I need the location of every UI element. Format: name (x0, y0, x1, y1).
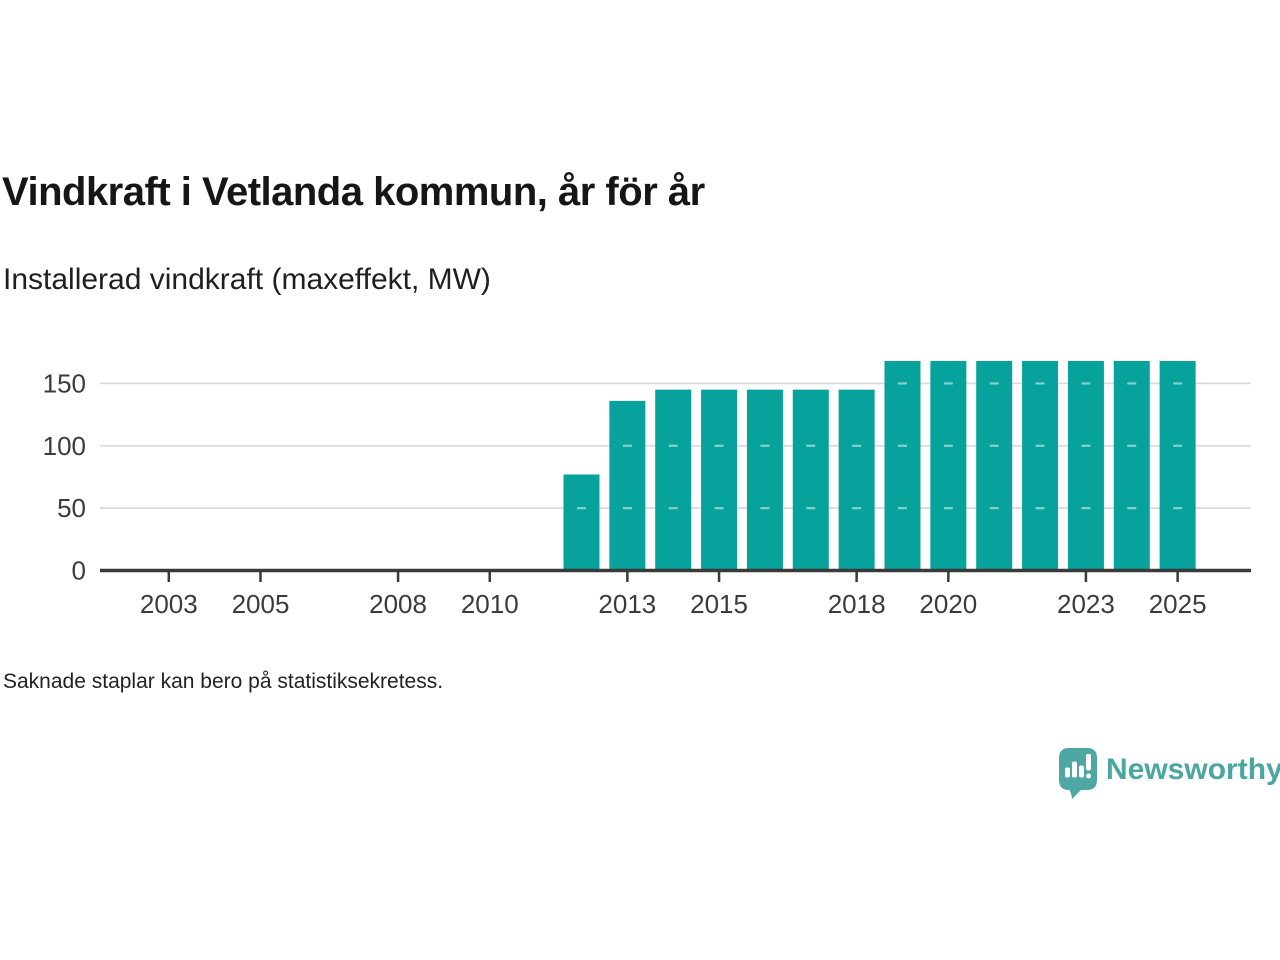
bar-grid-dash (1035, 382, 1045, 385)
bar-grid-dash (1127, 382, 1137, 385)
x-tick-label-2008: 2008 (369, 589, 427, 619)
bar-2020 (930, 360, 967, 571)
bar-grid-dash (897, 507, 907, 510)
bar-2025 (1159, 360, 1196, 571)
bar-2022 (1022, 360, 1059, 571)
bar-2019 (884, 360, 921, 571)
bar-grid-dash (1081, 507, 1091, 510)
bar-2017 (792, 389, 829, 571)
y-tick-label-100: 100 (43, 431, 86, 461)
bar-2024 (1113, 360, 1150, 571)
bar-grid-dash (943, 382, 953, 385)
bar-grid-dash (760, 444, 770, 447)
logo-bar-tall (1072, 761, 1077, 778)
bar-grid-dash (943, 444, 953, 447)
y-tick-label-150: 150 (43, 368, 86, 398)
y-tick-label-50: 50 (57, 493, 86, 523)
bar-grid-dash (714, 507, 724, 510)
logo-exclamation-dot (1086, 773, 1091, 779)
chart-subtitle: Installerad vindkraft (maxeffekt, MW) (3, 263, 491, 296)
bar-grid-dash (1081, 382, 1091, 385)
bar-2014 (655, 389, 692, 571)
bar-chart: 2003 2005 2008 2010 2013 2015 2018 2020 2023 2025… (43, 360, 1251, 619)
bar-grid-dash (1173, 444, 1183, 447)
logo-bar-medium (1079, 765, 1084, 778)
bar-grid-dash (989, 444, 999, 447)
newsworthy-logo-icon (1059, 748, 1097, 799)
x-tick-label-2003: 2003 (140, 589, 198, 619)
bar-2023 (1067, 360, 1104, 571)
brand-name: Newsworthy (1106, 753, 1280, 786)
bar-grid-dash (1035, 507, 1045, 510)
logo-exclamation-bar (1086, 754, 1091, 771)
bar-grid-dash (1173, 382, 1183, 385)
bar-grid-dash (622, 507, 632, 510)
bar-2021 (976, 360, 1013, 571)
newsworthy-brand: Newsworthy (1058, 747, 1280, 799)
bar-grid-dash (576, 507, 586, 510)
bar-grid-dash (852, 507, 862, 510)
bar-grid-dash (668, 507, 678, 510)
bar-grid-dash (1035, 444, 1045, 447)
x-tick-label-2005: 2005 (232, 589, 290, 619)
bar-grid-dash (852, 444, 862, 447)
bar-grid-dash (897, 444, 907, 447)
chart-title: Vindkraft i Vetlanda kommun, år för år (2, 170, 705, 214)
y-tick-label-0: 0 (72, 556, 86, 586)
bar-2016 (746, 389, 783, 571)
bar-grid-dash (943, 507, 953, 510)
bar-2015 (701, 389, 738, 571)
bar-grid-dash (1127, 507, 1137, 510)
x-tick-label-2020: 2020 (919, 589, 977, 619)
x-tick-label-2013: 2013 (598, 589, 656, 619)
logo-bar-short (1065, 767, 1070, 778)
bar-grid-dash (806, 444, 816, 447)
bar-grid-dash (668, 444, 678, 447)
x-tick-label-2010: 2010 (461, 589, 519, 619)
bar-grid-dash (622, 444, 632, 447)
bar-grid-dash (1173, 507, 1183, 510)
x-tick-label-2015: 2015 (690, 589, 748, 619)
bar-2012 (563, 474, 600, 571)
x-tick-label-2023: 2023 (1057, 589, 1115, 619)
bar-2013 (609, 400, 646, 571)
bar-grid-dash (714, 444, 724, 447)
bar-grid-dash (897, 382, 907, 385)
bar-2018 (838, 389, 875, 571)
bar-grid-dash (760, 507, 770, 510)
bar-grid-dash (989, 382, 999, 385)
bar-grid-dash (1081, 444, 1091, 447)
bar-grid-dash (1127, 444, 1137, 447)
x-tick-label-2025: 2025 (1149, 589, 1207, 619)
bar-grid-dash (806, 507, 816, 510)
footnote: Saknade staplar kan bero på statistiksek… (3, 670, 444, 693)
bar-grid-dash (989, 507, 999, 510)
x-tick-label-2018: 2018 (828, 589, 886, 619)
